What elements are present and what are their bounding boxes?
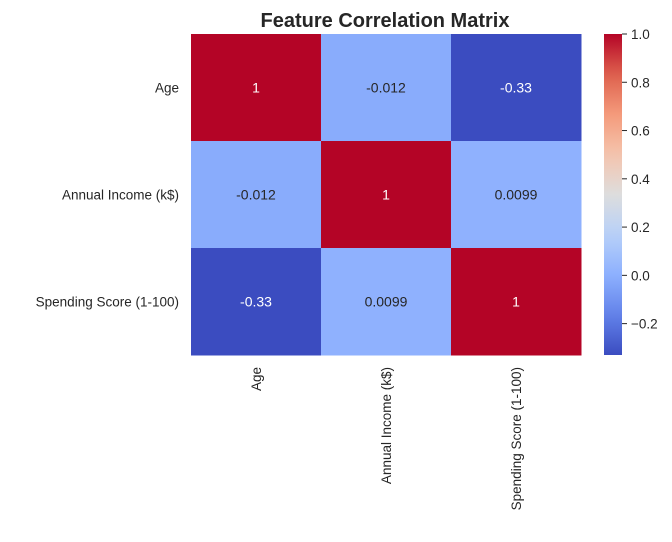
- heatmap-cell: [321, 34, 452, 142]
- heatmap-cell: [321, 248, 452, 356]
- colorbar-tick-label: 0.6: [631, 124, 650, 139]
- cell-value-label: 1: [512, 294, 520, 310]
- colorbar-tick-label: 0.8: [631, 75, 650, 90]
- x-tick-labels: Age Annual Income (k$) Spending Score (1-1…: [249, 367, 524, 510]
- colorbar-tick-label: −0.2: [631, 317, 658, 332]
- x-tick-label: Annual Income (k$): [379, 367, 394, 484]
- chart-title: Feature Correlation Matrix: [261, 10, 510, 32]
- heatmap-cells: 1 -0.012 -0.33 -0.012 1 0.0099 -0.33 0.0099 1: [191, 34, 582, 356]
- heatmap-cell: [191, 141, 322, 249]
- cell-value-label: -0.012: [236, 187, 276, 203]
- heatmap-cell: [191, 248, 322, 356]
- heatmap-cell: [451, 248, 582, 356]
- heatmap-cell: [451, 141, 582, 249]
- cell-value-label: 1: [252, 80, 260, 96]
- colorbar-ticks: −0.2 0.0 0.2 0.4 0.6 0.8 1.0: [622, 27, 658, 332]
- x-tick-label: Spending Score (1-100): [509, 367, 524, 510]
- heatmap-cell: [321, 141, 452, 249]
- cell-value-label: -0.33: [500, 80, 532, 96]
- colorbar-tick-label: 0.2: [631, 220, 650, 235]
- cell-value-label: -0.012: [366, 80, 406, 96]
- y-tick-label: Spending Score (1-100): [36, 295, 179, 310]
- y-tick-label: Age: [155, 81, 179, 96]
- cell-value-label: 0.0099: [495, 187, 538, 203]
- y-tick-labels: Age Annual Income (k$) Spending Score (1-1…: [36, 81, 179, 310]
- cell-value-label: 1: [382, 187, 390, 203]
- y-tick-label: Annual Income (k$): [62, 188, 179, 203]
- heatmap-cell: [191, 34, 322, 142]
- colorbar-gradient: [604, 34, 622, 355]
- cell-value-label: -0.33: [240, 294, 272, 310]
- colorbar-tick-label: 0.4: [631, 172, 650, 187]
- heatmap-cell: [451, 34, 582, 142]
- x-tick-label: Age: [249, 367, 264, 391]
- colorbar: −0.2 0.0 0.2 0.4 0.6 0.8 1.0: [604, 27, 658, 355]
- colorbar-tick-label: 0.0: [631, 268, 650, 283]
- colorbar-tick-label: 1.0: [631, 27, 650, 42]
- cell-value-label: 0.0099: [365, 294, 408, 310]
